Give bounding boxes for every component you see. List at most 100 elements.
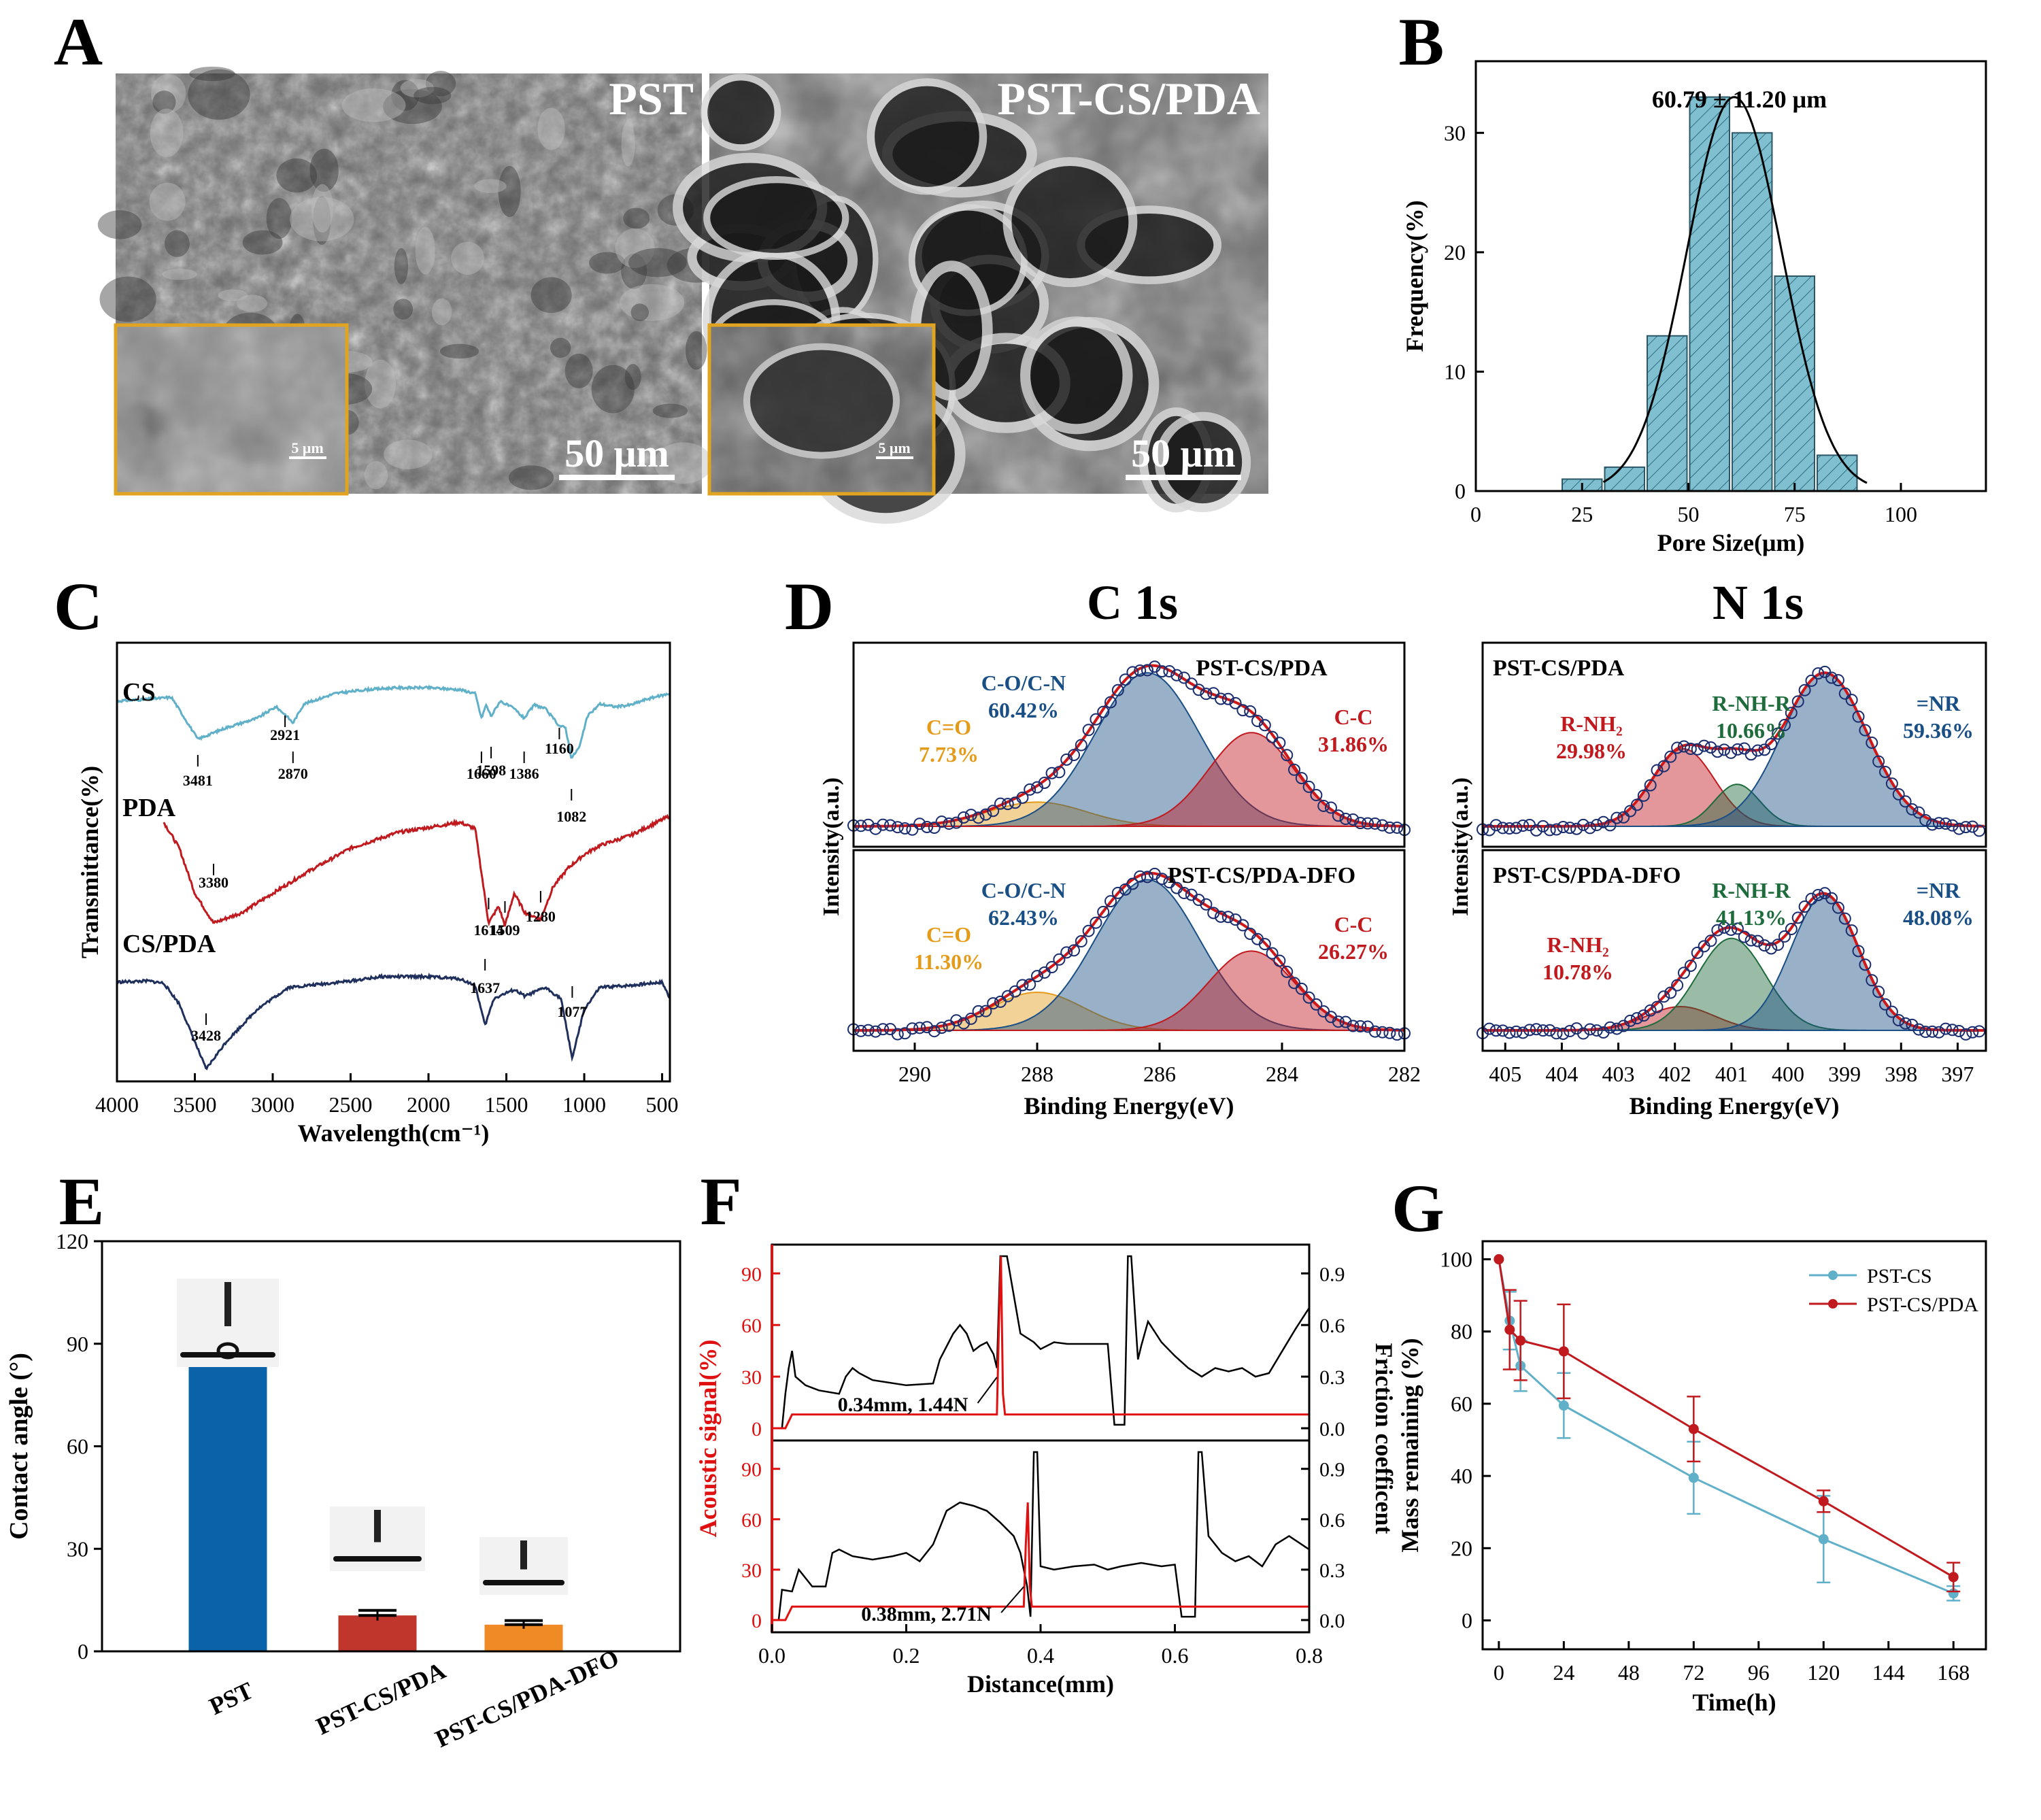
data-point bbox=[1859, 958, 1872, 971]
xps-panel-n1s: N 1s PST-CS/PDA R-NH₂ 29.98% R-NH-R 10.66% =NR… bbox=[1448, 575, 1987, 1119]
axes-frame bbox=[1481, 849, 1987, 1052]
data-point bbox=[1866, 737, 1878, 749]
subplot-title: PST-CS/PDA-DFO bbox=[1168, 863, 1355, 888]
sem-particle bbox=[149, 182, 186, 221]
data-point bbox=[1510, 822, 1523, 835]
data-point bbox=[958, 811, 970, 824]
x-tick-label: 398 bbox=[1885, 1062, 1917, 1086]
data-point bbox=[1691, 743, 1704, 756]
data-point bbox=[1376, 1026, 1389, 1039]
data-point bbox=[1031, 970, 1043, 983]
peak-label: 3428 bbox=[191, 1027, 221, 1044]
data-point bbox=[1295, 772, 1308, 785]
data-point bbox=[1785, 923, 1798, 936]
sem-inset-pore bbox=[743, 343, 900, 459]
data-point bbox=[1939, 1022, 1952, 1035]
data-point bbox=[1664, 986, 1677, 999]
data-point bbox=[1266, 947, 1279, 960]
sem-particle bbox=[394, 248, 409, 284]
data-point bbox=[1244, 705, 1257, 718]
data-point bbox=[1751, 744, 1764, 757]
data-point bbox=[1126, 877, 1139, 890]
sem-particle bbox=[621, 253, 647, 289]
x-tick-label: 24 bbox=[1553, 1660, 1574, 1685]
x-axis-label: Pore Size(μm) bbox=[1657, 529, 1805, 556]
x-tick-label: 75 bbox=[1784, 502, 1806, 526]
contact-angle-bar bbox=[484, 1624, 563, 1651]
data-point bbox=[1845, 924, 1858, 937]
data-point bbox=[1038, 776, 1051, 789]
x-tick-label: 72 bbox=[1683, 1660, 1704, 1685]
component-percent: 10.66% bbox=[1716, 718, 1787, 743]
y-tick-label: 120 bbox=[56, 1229, 88, 1253]
inset-border bbox=[707, 323, 936, 496]
data-point bbox=[898, 822, 911, 835]
data-point bbox=[1517, 1026, 1530, 1039]
data-point bbox=[1558, 1346, 1569, 1357]
peak-label: 3481 bbox=[183, 772, 213, 789]
data-point bbox=[1215, 692, 1227, 705]
sem-pore bbox=[866, 78, 988, 195]
panel-letter-D: D bbox=[785, 569, 834, 644]
data-point bbox=[1966, 820, 1979, 833]
panel-letter-G: G bbox=[1391, 1170, 1445, 1246]
data-point bbox=[1798, 900, 1811, 913]
subplot-title: PST-CS/PDA bbox=[1196, 656, 1328, 681]
data-point bbox=[1215, 910, 1227, 923]
data-point bbox=[1805, 674, 1818, 687]
x-tick-label: 0.8 bbox=[1296, 1643, 1323, 1668]
data-point bbox=[1141, 871, 1153, 883]
failure-annotation: 0.38mm, 2.71N bbox=[861, 1603, 992, 1625]
x-tick-label: 25 bbox=[1571, 502, 1593, 526]
data-point bbox=[1368, 817, 1381, 830]
peak-label: 1637 bbox=[470, 979, 500, 996]
data-point bbox=[1832, 674, 1844, 687]
component-name: R-NH-R bbox=[1712, 878, 1791, 903]
data-point bbox=[1258, 938, 1271, 951]
data-point bbox=[1368, 1025, 1381, 1038]
data-point bbox=[1075, 739, 1087, 752]
data-point bbox=[1515, 1335, 1526, 1346]
panel-letter-E: E bbox=[59, 1164, 105, 1239]
data-point bbox=[1678, 740, 1690, 753]
data-point bbox=[1885, 1005, 1898, 1018]
data-point bbox=[1772, 727, 1785, 740]
data-point bbox=[1791, 695, 1804, 708]
y-axis-label-right: Friction coefficent bbox=[1370, 1343, 1398, 1534]
data-point bbox=[1845, 694, 1858, 707]
y-tick-label-left: 90 bbox=[741, 1263, 762, 1285]
data-point bbox=[1543, 824, 1556, 837]
y-tick-label-right: 0.3 bbox=[1319, 1560, 1345, 1582]
data-point bbox=[1251, 715, 1264, 728]
fit-envelope bbox=[1483, 892, 1985, 1032]
data-point bbox=[1104, 895, 1117, 908]
x-tick-label: 0.6 bbox=[1162, 1643, 1189, 1668]
data-point bbox=[1510, 1025, 1523, 1038]
data-point bbox=[1273, 954, 1286, 967]
data-point bbox=[1347, 1019, 1360, 1032]
peak-label: 1077 bbox=[557, 1003, 587, 1020]
data-point bbox=[921, 1021, 933, 1034]
data-point bbox=[1604, 1021, 1617, 1034]
data-point bbox=[1731, 922, 1744, 935]
sem-particle bbox=[150, 108, 184, 158]
peak-label: 1160 bbox=[545, 740, 574, 757]
data-point bbox=[1932, 1026, 1945, 1039]
data-point bbox=[1825, 892, 1838, 905]
data-point bbox=[1879, 765, 1891, 778]
y-tick-label-right: 0.0 bbox=[1319, 1418, 1345, 1440]
x-tick-label: 2000 bbox=[407, 1092, 450, 1117]
peak-label: 1509 bbox=[490, 922, 520, 939]
data-point bbox=[1141, 664, 1153, 677]
legend-marker bbox=[1828, 1299, 1838, 1309]
data-point bbox=[972, 811, 985, 824]
sem-particle bbox=[152, 90, 176, 114]
data-point bbox=[1718, 921, 1731, 934]
data-point bbox=[1765, 738, 1778, 751]
peak-label: 1082 bbox=[556, 808, 586, 825]
x-tick-label: 120 bbox=[1807, 1660, 1840, 1685]
x-tick-label: 0 bbox=[1470, 502, 1481, 526]
component-name: =NR bbox=[1917, 691, 1961, 715]
